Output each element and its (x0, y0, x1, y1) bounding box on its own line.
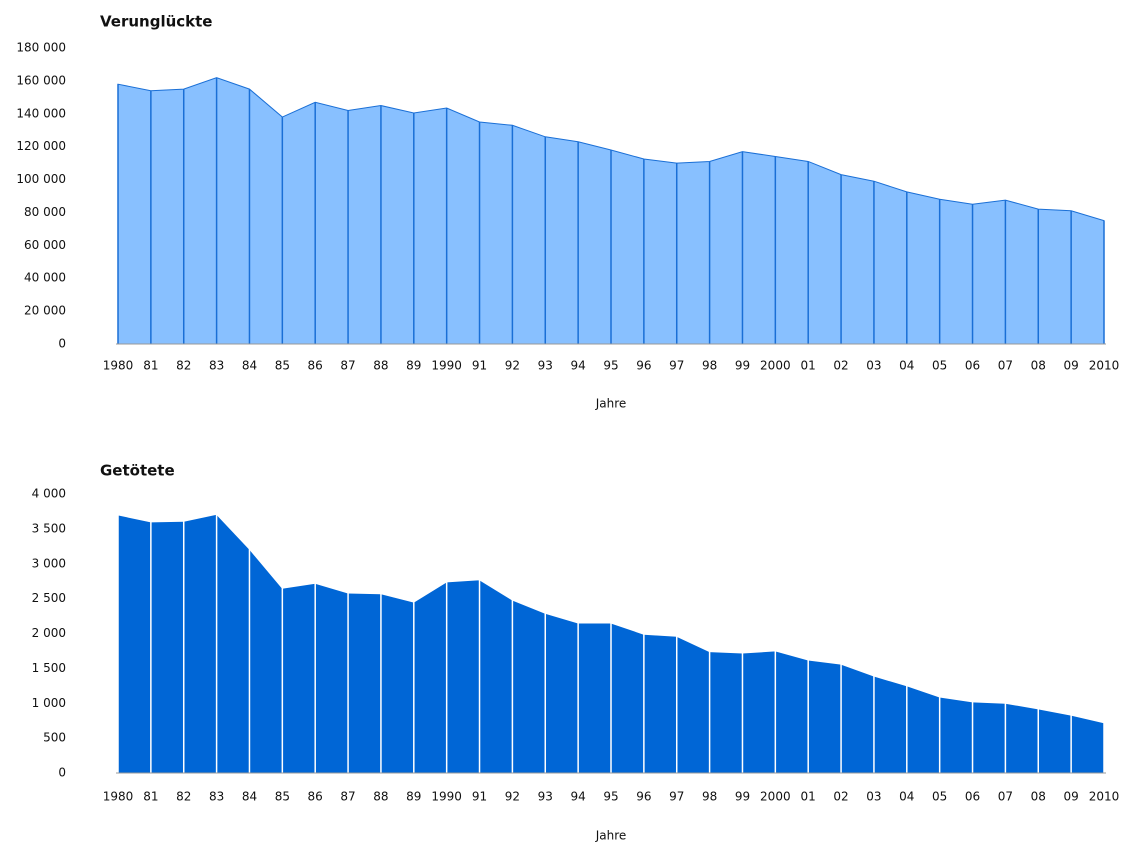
y-tick-label: 40 000 (24, 271, 66, 285)
x-tick-label: 02 (833, 790, 848, 804)
y-tick-label: 0 (58, 337, 66, 351)
y-tick-label: 60 000 (24, 238, 66, 252)
x-tick-label: 02 (833, 359, 848, 373)
x-tick-label: 97 (669, 790, 684, 804)
x-tick-label: 09 (1063, 359, 1078, 373)
x-tick-label: 86 (308, 359, 323, 373)
y-tick-label: 120 000 (16, 139, 66, 153)
x-tick-label: 97 (669, 359, 684, 373)
x-tick-label: 82 (176, 359, 191, 373)
x-tick-label: 91 (472, 359, 487, 373)
x-tick-label: 85 (275, 359, 290, 373)
x-tick-label: 93 (538, 790, 553, 804)
x-tick-label: 81 (143, 790, 158, 804)
x-tick-label: 94 (570, 790, 585, 804)
x-tick-label: 91 (472, 790, 487, 804)
x-tick-label: 07 (998, 790, 1013, 804)
x-tick-label: 95 (603, 359, 618, 373)
y-tick-label: 100 000 (16, 172, 66, 186)
x-tick-label: 1990 (431, 790, 462, 804)
y-tick-label: 4 000 (32, 487, 66, 501)
x-tick-label: 87 (340, 790, 355, 804)
x-tick-label: 1990 (431, 359, 462, 373)
x-tick-label: 87 (340, 359, 355, 373)
x-tick-label: 84 (242, 359, 257, 373)
x-tick-label: 2000 (760, 359, 791, 373)
x-tick-label: 88 (373, 790, 388, 804)
chart-title: Getötete (100, 462, 175, 480)
y-tick-label: 1 500 (32, 661, 66, 675)
y-tick-label: 140 000 (16, 106, 66, 120)
x-tick-label: 2010 (1089, 359, 1120, 373)
x-tick-label: 98 (702, 790, 717, 804)
y-tick-label: 160 000 (16, 73, 66, 87)
y-tick-label: 0 (58, 766, 66, 780)
x-tick-label: 04 (899, 790, 914, 804)
x-tick-label: 04 (899, 359, 914, 373)
x-tick-label: 2000 (760, 790, 791, 804)
x-tick-label: 99 (735, 359, 750, 373)
x-axis-label: Jahre (595, 829, 627, 843)
x-tick-label: 92 (505, 790, 520, 804)
x-tick-label: 96 (636, 359, 651, 373)
x-tick-label: 83 (209, 790, 224, 804)
x-tick-label: 92 (505, 359, 520, 373)
x-tick-label: 95 (603, 790, 618, 804)
x-tick-label: 01 (801, 790, 816, 804)
x-tick-label: 1980 (103, 359, 134, 373)
x-tick-label: 09 (1063, 790, 1078, 804)
x-tick-label: 06 (965, 790, 980, 804)
y-tick-label: 500 (43, 731, 66, 745)
x-tick-label: 89 (406, 790, 421, 804)
x-tick-label: 05 (932, 790, 947, 804)
x-tick-label: 82 (176, 790, 191, 804)
y-tick-label: 3 000 (32, 556, 66, 570)
y-tick-label: 2 000 (32, 626, 66, 640)
x-tick-label: 2010 (1089, 790, 1120, 804)
x-tick-label: 07 (998, 359, 1013, 373)
y-tick-label: 20 000 (24, 304, 66, 318)
y-tick-label: 1 000 (32, 696, 66, 710)
x-tick-label: 85 (275, 790, 290, 804)
x-tick-label: 83 (209, 359, 224, 373)
y-tick-label: 3 500 (32, 521, 66, 535)
y-tick-label: 180 000 (16, 41, 66, 55)
y-tick-label: 2 500 (32, 591, 66, 605)
x-tick-label: 88 (373, 359, 388, 373)
x-tick-label: 98 (702, 359, 717, 373)
x-tick-label: 08 (1031, 790, 1046, 804)
x-tick-label: 94 (570, 359, 585, 373)
x-tick-label: 03 (866, 359, 881, 373)
x-tick-label: 1980 (103, 790, 134, 804)
x-axis-label: Jahre (595, 397, 627, 411)
x-tick-label: 93 (538, 359, 553, 373)
x-tick-label: 08 (1031, 359, 1046, 373)
x-tick-label: 81 (143, 359, 158, 373)
x-tick-label: 06 (965, 359, 980, 373)
x-tick-label: 86 (308, 790, 323, 804)
x-tick-label: 03 (866, 790, 881, 804)
y-tick-label: 80 000 (24, 205, 66, 219)
x-tick-label: 96 (636, 790, 651, 804)
x-tick-label: 01 (801, 359, 816, 373)
chart-title: Verunglückte (100, 13, 213, 31)
x-tick-label: 84 (242, 790, 257, 804)
x-tick-label: 05 (932, 359, 947, 373)
x-tick-label: 99 (735, 790, 750, 804)
x-tick-label: 89 (406, 359, 421, 373)
